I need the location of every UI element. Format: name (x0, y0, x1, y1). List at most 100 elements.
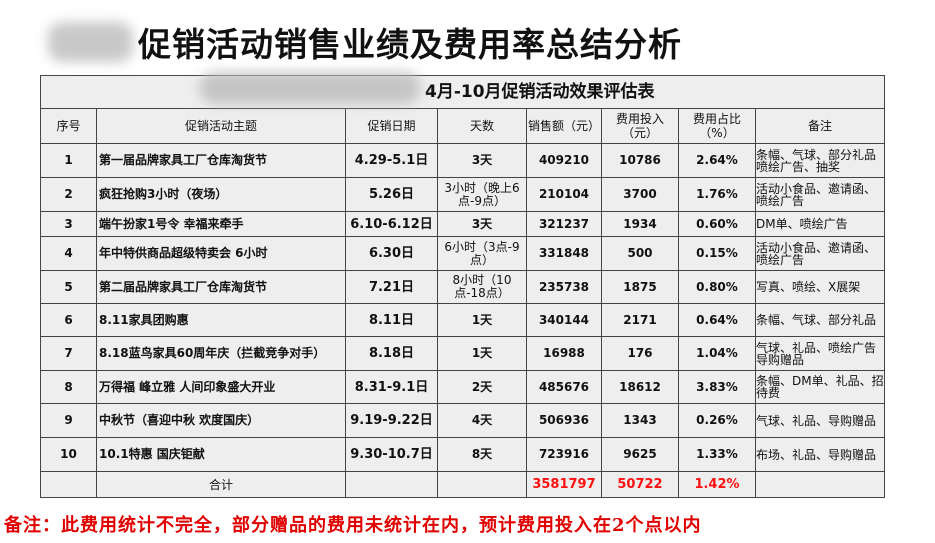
cell-days: 8小时（10点-18点） (437, 270, 527, 304)
table-row: 9 中秋节（喜迎中秋 欢度国庆） 9.19-9.22日 4天 506936 1343 0.2… (40, 403, 885, 438)
empty-cell (437, 471, 527, 498)
cell-ratio: 0.64% (678, 303, 756, 337)
table-row: 7 8.18蓝鸟家具60周年庆（拦截竞争对手） 8.18日 1天 16988 176 1.0… (40, 336, 885, 371)
cell-ratio: 3.83% (678, 370, 756, 404)
header-row: 序号 促销活动主题 促销日期 天数 销售额（元） 费用投入（元） 费用占比（%）… (40, 108, 885, 144)
header-cell: 促销活动主题 (96, 108, 346, 144)
cell-note: 写真、喷绘、X展架 (755, 270, 885, 304)
cell-cost: 176 (601, 336, 679, 371)
cell-no: 8 (40, 370, 97, 404)
cell-date: 5.26日 (345, 177, 438, 212)
table-row: 10 10.1特惠 国庆钜献 9.30-10.7日 8天 723916 9625 1.33%… (40, 437, 885, 472)
total-cost: 50722 (601, 471, 679, 498)
cell-ratio: 0.26% (678, 403, 756, 438)
cell-days: 3天 (437, 143, 527, 178)
cell-days: 3天 (437, 211, 527, 237)
header-cell: 销售额（元） (526, 108, 602, 144)
empty-cell (755, 471, 885, 498)
total-sales: 3581797 (526, 471, 602, 498)
cell-ratio: 0.80% (678, 270, 756, 304)
cell-ratio: 1.04% (678, 336, 756, 371)
cell-note: 条幅、气球、部分礼品 (755, 303, 885, 337)
table-row: 5 第二届品牌家具工厂仓库淘货节 7.21日 8小时（10点-18点） 235738 18… (40, 270, 885, 304)
cell-cost: 3700 (601, 177, 679, 212)
cell-note: 条幅、DM单、礼品、招待费 (755, 370, 885, 404)
blurred-text (200, 72, 420, 104)
cell-theme: 中秋节（喜迎中秋 欢度国庆） (96, 403, 346, 438)
cell-days: 3小时（晚上6点-9点） (437, 177, 527, 212)
page-title: 促销活动销售业绩及费用率总结分析 (138, 25, 682, 64)
cell-sales: 16988 (526, 336, 602, 371)
header-cell: 序号 (40, 108, 97, 144)
cell-theme: 端午扮家1号令 幸福来牵手 (96, 211, 346, 237)
table-row: 3 端午扮家1号令 幸福来牵手 6.10-6.12日 3天 321237 1934 0.60… (40, 211, 885, 237)
cell-date: 4.29-5.1日 (345, 143, 438, 178)
cell-theme: 8.11家具团购惠 (96, 303, 346, 337)
cell-note: 活动小食品、邀请函、喷绘广告 (755, 236, 885, 271)
cell-sales: 321237 (526, 211, 602, 237)
total-row: 合计 3581797 50722 1.42% (40, 471, 885, 498)
table-row: 2 疯狂抢购3小时（夜场） 5.26日 3小时（晚上6点-9点） 210104 3700 1… (40, 177, 885, 212)
cell-days: 6小时（3点-9点） (437, 236, 527, 271)
cell-cost: 1934 (601, 211, 679, 237)
cell-theme: 第一届品牌家具工厂仓库淘货节 (96, 143, 346, 178)
cell-date: 7.21日 (345, 270, 438, 304)
blurred-logo (48, 22, 133, 62)
cell-date: 6.10-6.12日 (345, 211, 438, 237)
cell-date: 8.31-9.1日 (345, 370, 438, 404)
header-cell: 费用占比（%） (678, 108, 756, 144)
cell-cost: 18612 (601, 370, 679, 404)
cell-no: 7 (40, 336, 97, 371)
cell-date: 9.30-10.7日 (345, 437, 438, 472)
footer-note: 备注：此费用统计不完全，部分赠品的费用未统计在内，预计费用投入在2个点以内 (4, 515, 702, 536)
cell-note: 气球、礼品、喷绘广告导购赠品 (755, 336, 885, 371)
cell-sales: 331848 (526, 236, 602, 271)
promotion-table: 4月-10月促销活动效果评估表 序号 促销活动主题 促销日期 天数 销售额（元）… (40, 75, 885, 498)
cell-days: 4天 (437, 403, 527, 438)
cell-ratio: 1.76% (678, 177, 756, 212)
cell-date: 8.18日 (345, 336, 438, 371)
cell-theme: 疯狂抢购3小时（夜场） (96, 177, 346, 212)
cell-sales: 506936 (526, 403, 602, 438)
cell-date: 8.11日 (345, 303, 438, 337)
cell-theme: 年中特供商品超级特卖会 6小时 (96, 236, 346, 271)
cell-sales: 340144 (526, 303, 602, 337)
cell-note: DM单、喷绘广告 (755, 211, 885, 237)
table-row: 8 万得福 峰立雅 人间印象盛大开业 8.31-9.1日 2天 485676 18612 3… (40, 370, 885, 404)
cell-sales: 485676 (526, 370, 602, 404)
cell-theme: 8.18蓝鸟家具60周年庆（拦截竞争对手） (96, 336, 346, 371)
table-row: 6 8.11家具团购惠 8.11日 1天 340144 2171 0.64% 条幅、气球、部分… (40, 303, 885, 337)
cell-ratio: 1.33% (678, 437, 756, 472)
cell-ratio: 0.60% (678, 211, 756, 237)
caption-text: 4月-10月促销活动效果评估表 (425, 81, 655, 102)
cell-sales: 235738 (526, 270, 602, 304)
cell-sales: 409210 (526, 143, 602, 178)
table-row: 1 第一届品牌家具工厂仓库淘货节 4.29-5.1日 3天 409210 10786 2.6… (40, 143, 885, 178)
empty-cell (40, 471, 97, 498)
header-cell: 天数 (437, 108, 527, 144)
cell-days: 8天 (437, 437, 527, 472)
cell-note: 气球、礼品、导购赠品 (755, 403, 885, 438)
cell-no: 5 (40, 270, 97, 304)
cell-note: 条幅、气球、部分礼品喷绘广告、抽奖 (755, 143, 885, 178)
cell-ratio: 0.15% (678, 236, 756, 271)
empty-cell (345, 471, 438, 498)
cell-no: 3 (40, 211, 97, 237)
cell-sales: 210104 (526, 177, 602, 212)
cell-theme: 万得福 峰立雅 人间印象盛大开业 (96, 370, 346, 404)
cell-cost: 10786 (601, 143, 679, 178)
cell-no: 10 (40, 437, 97, 472)
total-label: 合计 (96, 471, 346, 498)
cell-days: 2天 (437, 370, 527, 404)
cell-note: 活动小食品、邀请函、喷绘广告 (755, 177, 885, 212)
cell-ratio: 2.64% (678, 143, 756, 178)
cell-days: 1天 (437, 336, 527, 371)
cell-no: 4 (40, 236, 97, 271)
cell-days: 1天 (437, 303, 527, 337)
cell-no: 6 (40, 303, 97, 337)
cell-no: 2 (40, 177, 97, 212)
cell-cost: 9625 (601, 437, 679, 472)
header-cell: 费用投入（元） (601, 108, 679, 144)
header-cell: 备注 (755, 108, 885, 144)
total-ratio: 1.42% (678, 471, 756, 498)
